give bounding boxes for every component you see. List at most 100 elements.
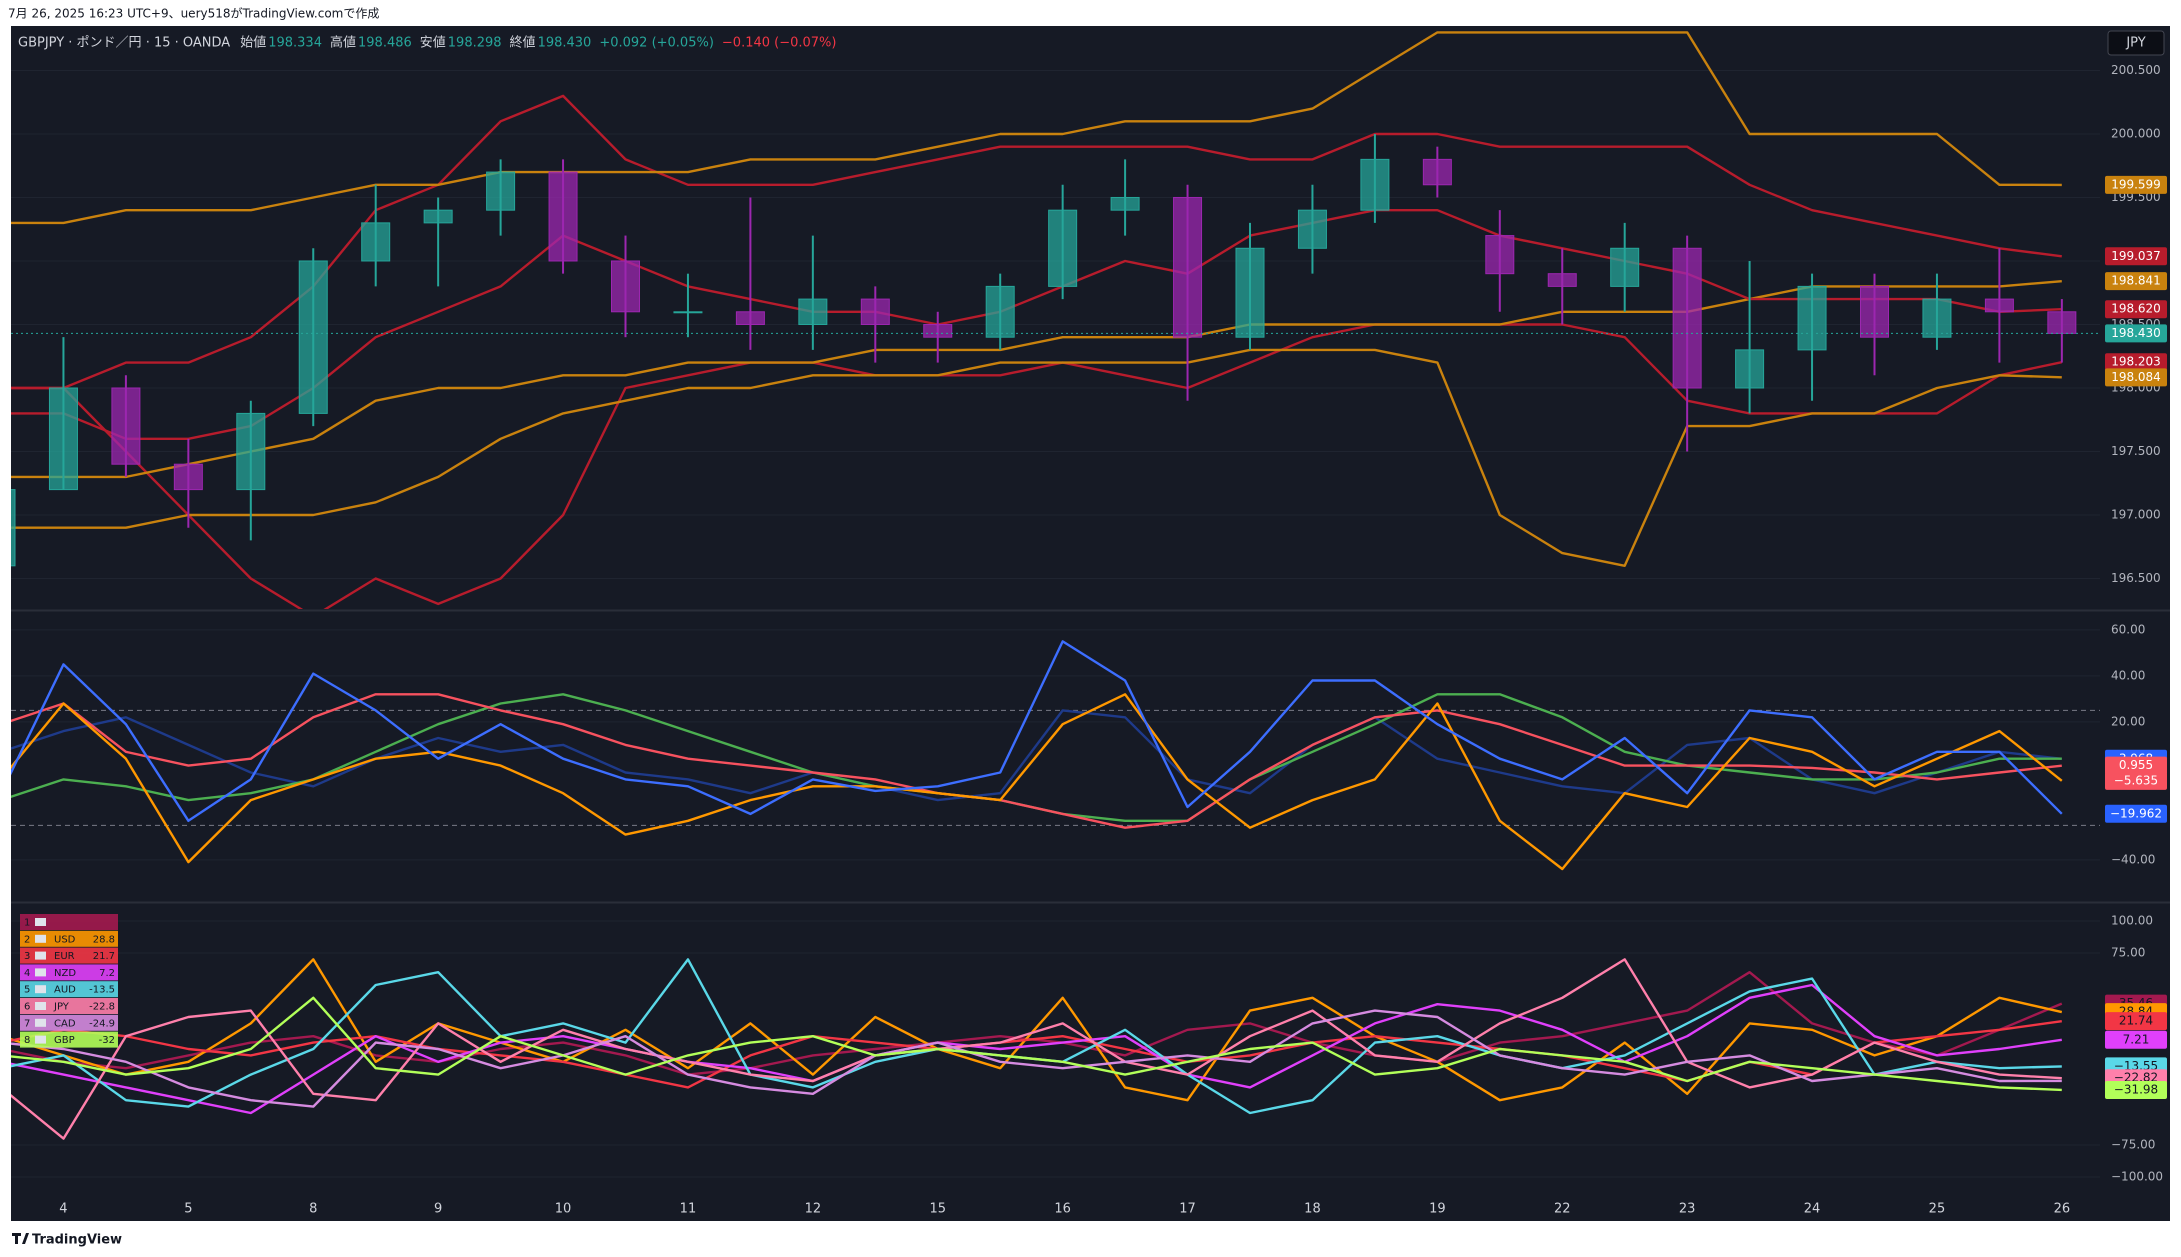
- last-value-label-bg: [2105, 756, 2167, 775]
- logo-icon: [12, 1233, 29, 1244]
- legend-rank: 2: [24, 934, 30, 945]
- last-value-label-bg: [2105, 1030, 2167, 1049]
- legend-text: 終値: [510, 35, 536, 51]
- last-price-label-bg: [2105, 324, 2167, 343]
- y-tick-label: 197.000: [2111, 508, 2161, 522]
- y-tick-label: 75.00: [2111, 946, 2145, 960]
- last-value-label: 0.955: [2119, 758, 2153, 772]
- candle-body: [1048, 209, 1078, 287]
- legend-text: −0.140 (−0.07%): [722, 36, 837, 51]
- candle-body: [298, 260, 328, 414]
- candle-body: [361, 222, 391, 262]
- last-value-label-bg: [2105, 1080, 2167, 1099]
- series-line: [11, 693, 2063, 871]
- last-value-label-bg: [2105, 368, 2167, 387]
- legend-text: 高値: [330, 35, 356, 51]
- y-tick-label: −40.00: [2111, 852, 2155, 866]
- last-value-label-bg: [2105, 272, 2167, 291]
- footer-logo: TradingView: [12, 1233, 122, 1248]
- caption: 7月 26, 2025 16:23 UTC+9、uery518がTradingV…: [8, 6, 379, 21]
- legend-text: GBPJPY · ポンド／円 · 15 · OANDA: [18, 36, 230, 51]
- last-value-label: 198.620: [2111, 302, 2161, 316]
- candle-body: [1360, 158, 1390, 211]
- candle-body: [486, 171, 516, 211]
- legend-value: 21.7: [93, 951, 115, 962]
- series-line: [11, 693, 2062, 829]
- x-tick-label: 11: [680, 1202, 697, 1217]
- legend-name: CAD: [54, 1018, 76, 1029]
- legend-text: 始値: [240, 35, 266, 51]
- pane-1: [11, 640, 2100, 871]
- last-value-label: −5.635: [2114, 773, 2158, 787]
- candle-body: [673, 311, 703, 314]
- legend-name: JPY: [53, 1002, 70, 1013]
- candle-body: [48, 387, 78, 491]
- legend-value: 28.8: [93, 934, 115, 945]
- candle-body: [735, 311, 765, 325]
- candle-body: [11, 489, 16, 567]
- x-tick-label: 15: [929, 1202, 946, 1217]
- series-line: [11, 94, 2062, 390]
- y-tick-label: −100.00: [2111, 1170, 2163, 1184]
- series-line: [11, 31, 2062, 225]
- candle-body: [1110, 196, 1140, 211]
- legend-name: AUD: [54, 985, 76, 996]
- y-tick-label: 197.500: [2111, 444, 2161, 458]
- last-value-label: 198.084: [2111, 370, 2161, 384]
- last-value-label: 198.841: [2111, 274, 2161, 288]
- currency-box[interactable]: [2107, 30, 2165, 56]
- x-tick-label: 25: [1929, 1202, 1946, 1217]
- candle-body: [2047, 311, 2077, 334]
- candle-body: [1297, 209, 1327, 249]
- pane-2: [11, 958, 2063, 1140]
- last-value-label-bg: [2105, 771, 2167, 790]
- pane-0: [11, 31, 2100, 609]
- x-tick-label: 26: [2054, 1202, 2071, 1217]
- candle-body: [1860, 285, 1889, 338]
- last-value-label-bg: [2105, 1012, 2167, 1031]
- legend-text: 198.298: [448, 36, 502, 51]
- y-tick-label: 200.500: [2111, 63, 2161, 77]
- legend-flag: [35, 985, 46, 994]
- legend-text: 198.486: [358, 36, 412, 51]
- legend-value: -24.9: [89, 1018, 115, 1029]
- last-value-label: 21.74: [2119, 1014, 2153, 1028]
- series-line: [11, 958, 2062, 1140]
- legend-flag: [35, 1002, 46, 1010]
- legend-rank: 6: [24, 1002, 30, 1013]
- x-tick-label: 19: [1429, 1202, 1446, 1217]
- currency[interactable]: JPY: [2125, 36, 2145, 51]
- legend-name: EUR: [54, 951, 75, 962]
- series-line: [11, 996, 2062, 1092]
- series-line: [11, 348, 2062, 567]
- x-tick-label: 22: [1554, 1202, 1571, 1217]
- candle-body: [1672, 247, 1702, 389]
- candle-body: [798, 298, 828, 325]
- legend-name: USD: [54, 934, 76, 945]
- series-line: [11, 709, 2062, 802]
- candle-body: [236, 412, 266, 491]
- series-line: [11, 640, 2063, 822]
- x-tick-label: 5: [184, 1202, 192, 1217]
- x-tick-label: 17: [1179, 1202, 1196, 1217]
- legend-flag: [35, 1018, 46, 1027]
- y-tick-label: 196.500: [2111, 571, 2161, 585]
- last-value-label-bg: [2105, 300, 2167, 319]
- candle-body: [985, 285, 1015, 338]
- last-value-label-bg: [2105, 804, 2167, 823]
- legend-row: [20, 914, 118, 930]
- last-value-label: 198.203: [2111, 355, 2161, 369]
- x-tick-label: 24: [1804, 1202, 1821, 1217]
- legend-flag: [35, 1035, 46, 1044]
- candle-body: [1485, 235, 1515, 275]
- candle-body: [173, 463, 203, 491]
- candle-body: [1984, 298, 2014, 313]
- candle-body: [611, 260, 640, 313]
- series-line: [11, 280, 2062, 479]
- last-value-label: 7.21: [2123, 1032, 2150, 1046]
- x-tick-label: 12: [805, 1202, 822, 1217]
- last-value-label-bg: [2105, 175, 2167, 194]
- series-line: [11, 1009, 2062, 1108]
- legend-text: 198.430: [538, 36, 592, 51]
